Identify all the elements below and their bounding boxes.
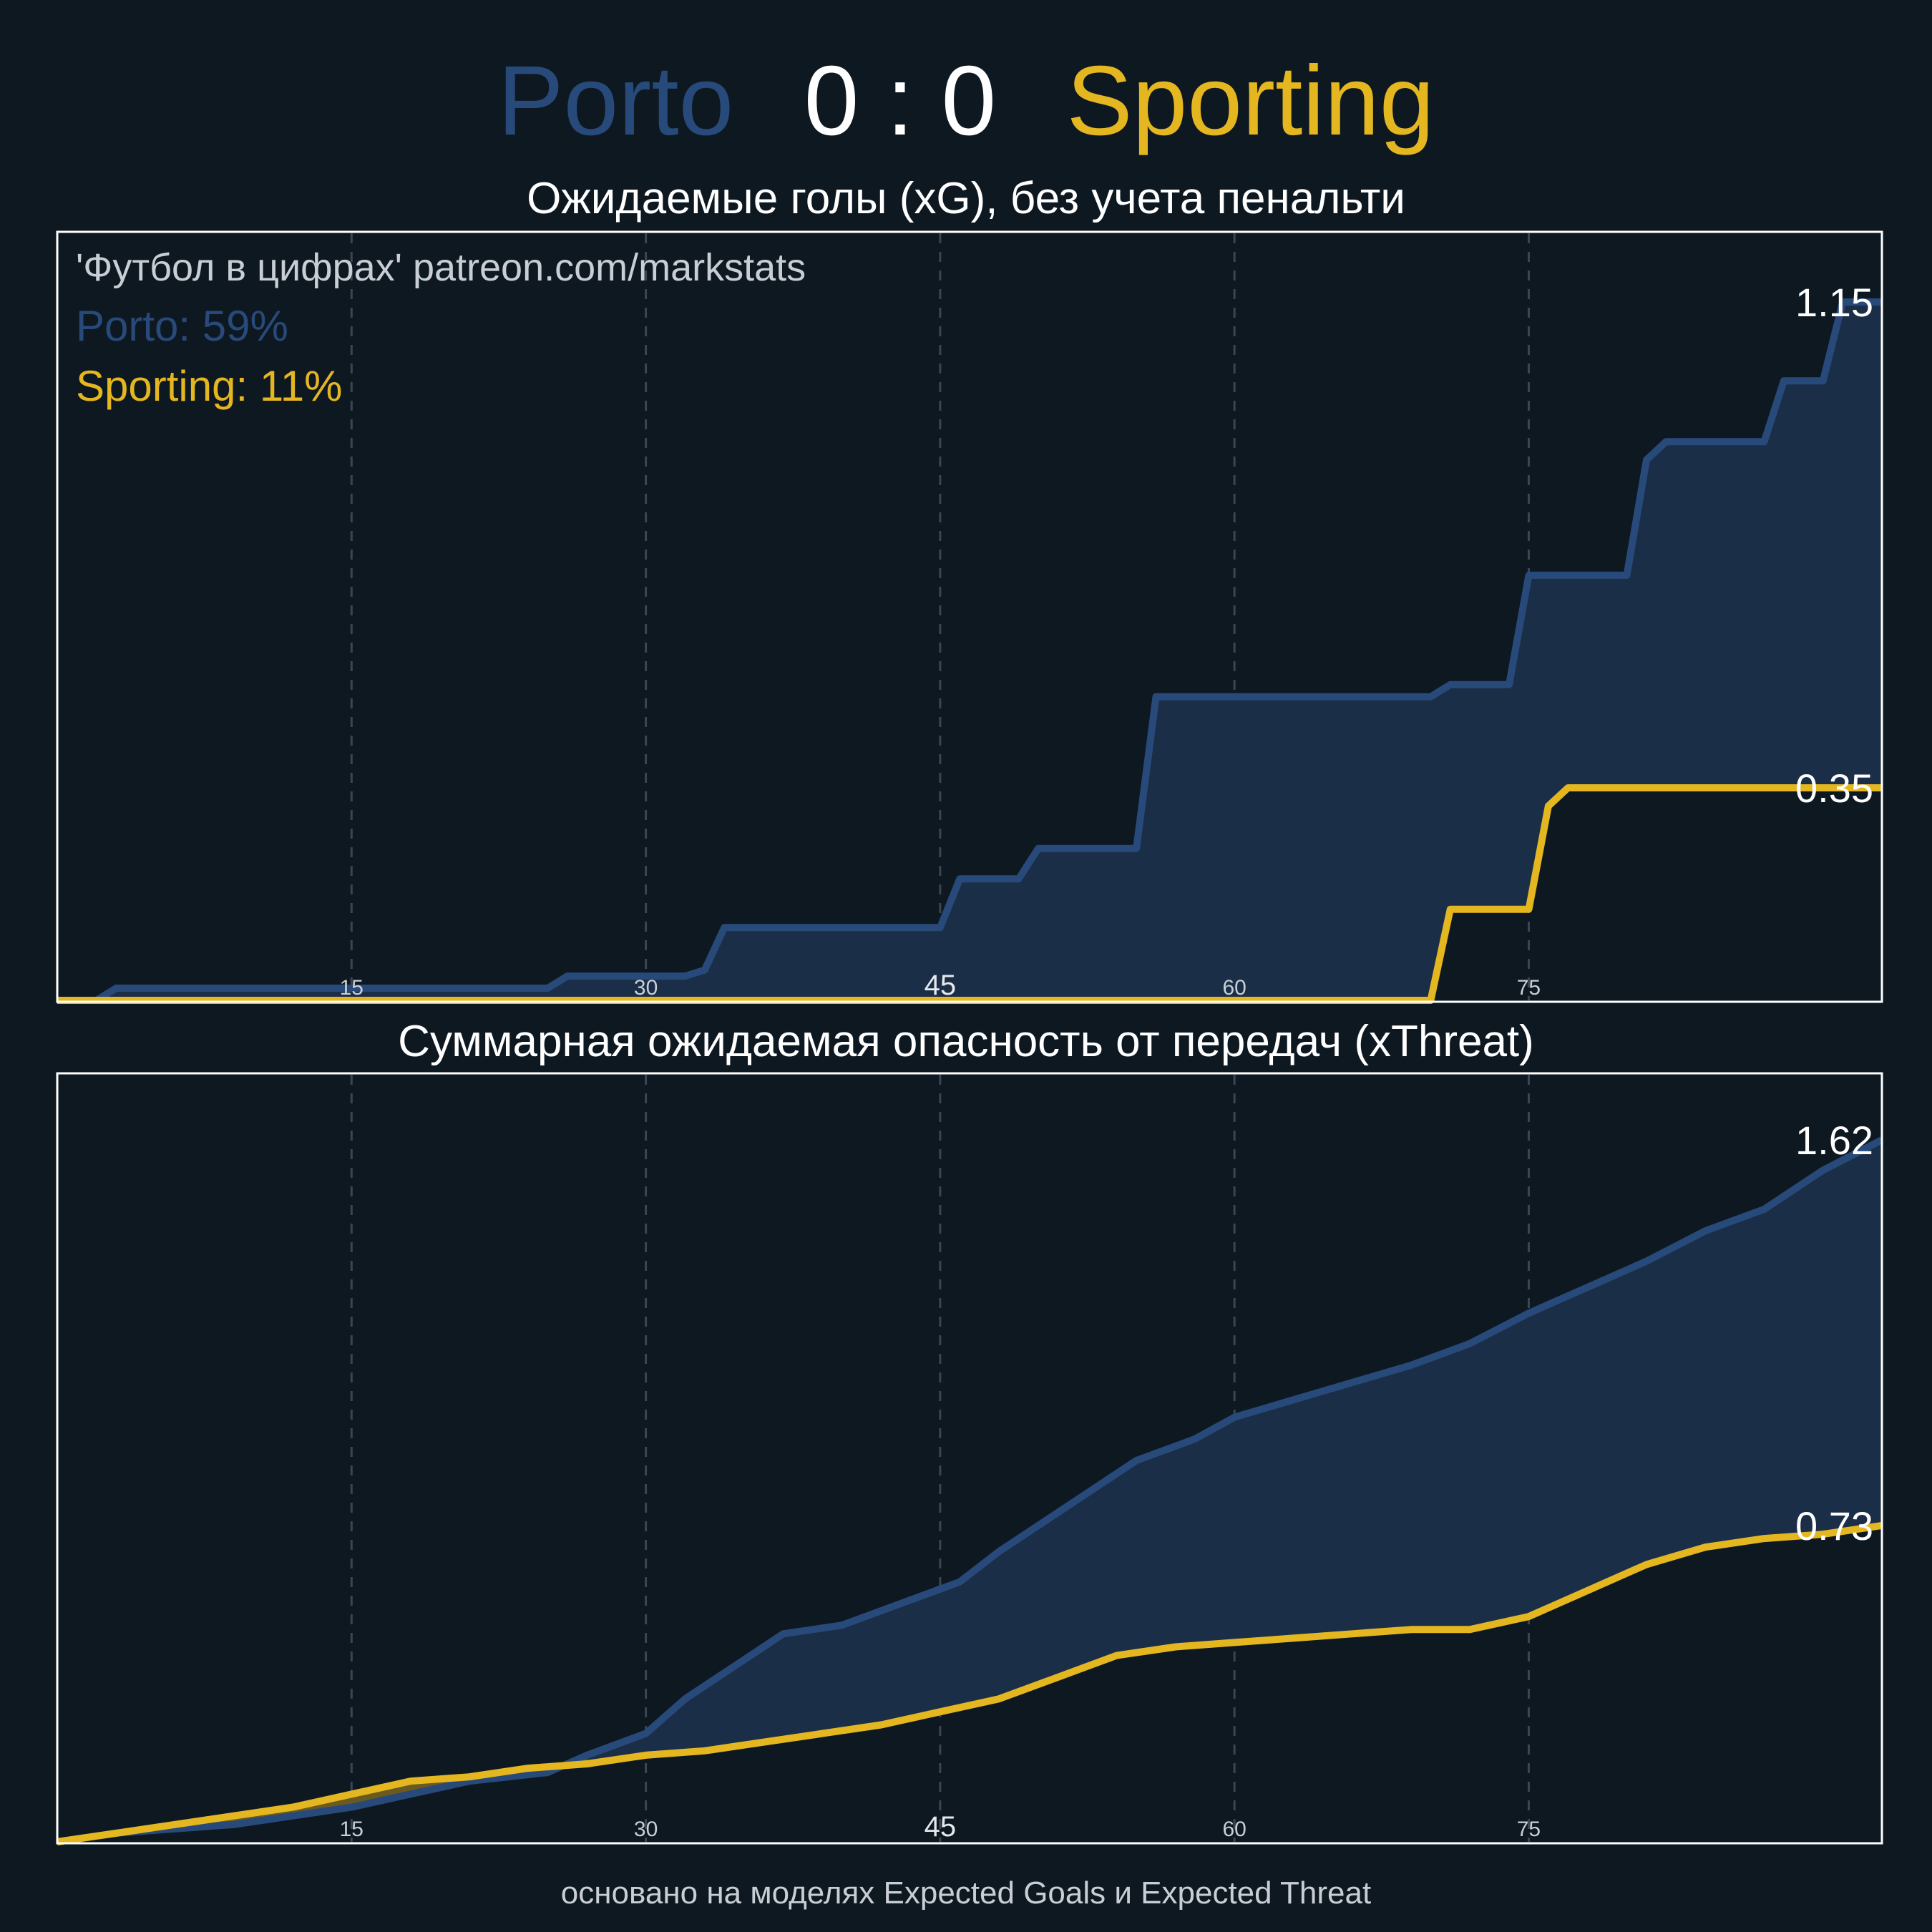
match-header: Porto 0 : 0 Sporting (497, 46, 1434, 156)
sporting-line (57, 1521, 1883, 1845)
x-tick-label-45: 45 (924, 970, 957, 1001)
x-tick-label-45: 45 (924, 1811, 957, 1843)
sporting-end-value: 0.73 (1795, 1503, 1873, 1548)
away-team-name: Sporting (1067, 46, 1435, 156)
porto-line (57, 1136, 1884, 1845)
sporting-line (57, 784, 1882, 1004)
x-tick-label-30: 30 (634, 976, 658, 1000)
legend-away: Sporting: 11% (76, 362, 342, 410)
sporting-end-value: 0.35 (1795, 766, 1873, 811)
xg-plot-frame (56, 230, 1883, 1003)
x-tick-label-15: 15 (340, 976, 364, 1000)
footer-note: основано на моделях Expected Goals и Exp… (561, 1875, 1371, 1911)
xg-panel: Ожидаемые голы (xG), без учета пенальти … (56, 174, 1883, 1004)
x-tick-label-15: 15 (340, 1818, 364, 1841)
x-tick-label-60: 60 (1222, 976, 1246, 1000)
x-tick-label-75: 75 (1517, 976, 1541, 1000)
xthreat-panel: Суммарная ожидаемая опасность от передач… (56, 1017, 1884, 1845)
home-advantage-area (57, 302, 1882, 1000)
home-team-name: Porto (497, 46, 733, 156)
legend-home: Porto: 59% (76, 302, 288, 350)
xg-chart-title: Ожидаемые голы (xG), без учета пенальти (527, 174, 1405, 223)
porto-end-value: 1.15 (1795, 280, 1873, 325)
x-tick-label-60: 60 (1222, 1818, 1246, 1841)
xthreat-plot-frame (56, 1072, 1883, 1845)
porto-line (57, 298, 1882, 1004)
credit-text: 'Футбол в цифрах' patreon.com/markstats (76, 246, 806, 289)
x-tick-label-30: 30 (634, 1818, 658, 1841)
xthreat-chart-title: Суммарная ожидаемая опасность от передач… (398, 1017, 1534, 1066)
x-tick-label-75: 75 (1517, 1818, 1541, 1841)
home-advantage-area (587, 1140, 1882, 1764)
score: 0 : 0 (804, 46, 997, 156)
porto-end-value: 1.62 (1795, 1118, 1873, 1163)
